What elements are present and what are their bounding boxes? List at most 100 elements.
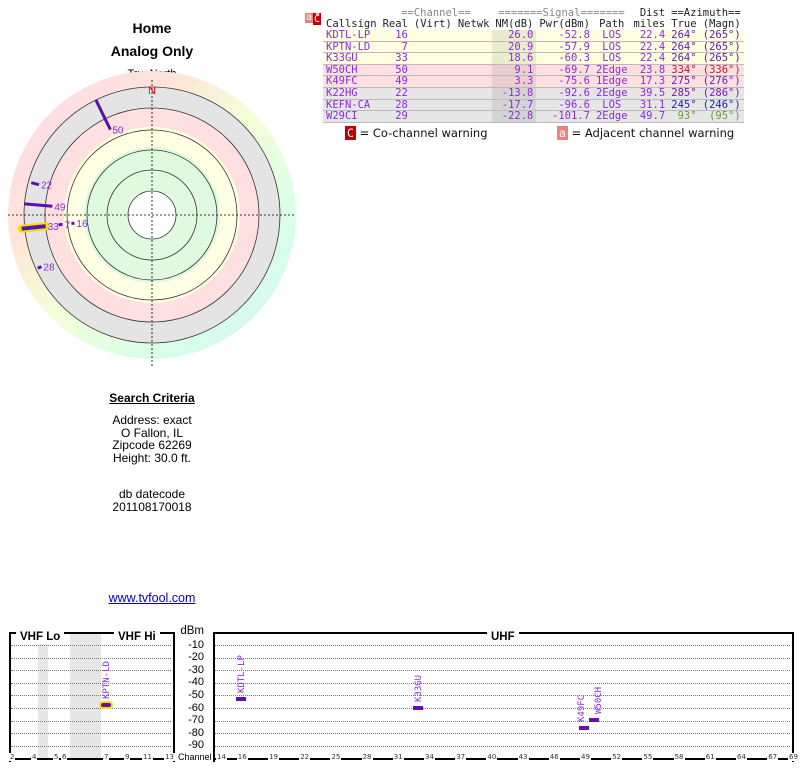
station-row[interactable]: KPTN-LD 7 20.9 -57.9 LOS 22.4 264° (265°) xyxy=(323,41,744,54)
signal-marker[interactable] xyxy=(101,703,111,708)
search-criteria-title: Search Criteria xyxy=(109,391,195,405)
cell-netwk xyxy=(454,30,493,42)
cell-az_magn: (95°) xyxy=(699,110,744,123)
gridline xyxy=(11,708,171,709)
y-tick-label: -90 xyxy=(188,739,204,752)
band-vhf-lo: VHF Lo xyxy=(16,631,65,644)
station-row[interactable]: K49FC 49 3.3 -75.6 1Edge 17.3 275° (276°) xyxy=(323,75,744,88)
adjacent-channel-label: = Adjacent channel warning xyxy=(571,126,735,140)
cell-netwk xyxy=(454,99,493,112)
signal-marker[interactable] xyxy=(235,696,246,701)
marker-label: KDTL-LP xyxy=(236,654,247,693)
radar-channel-label: 49 xyxy=(54,202,66,213)
cell-netwk xyxy=(454,41,493,54)
x-tick-label: 58 xyxy=(673,753,685,761)
station-row[interactable]: KDTL-LP 16 26.0 -52.8 LOS 22.4 264° (265°) xyxy=(323,30,744,42)
cell-real: 22 xyxy=(379,87,411,100)
cell-netwk xyxy=(454,52,493,65)
gridline xyxy=(11,733,171,735)
station-row[interactable]: W50CH 50 9.1 -69.7 2Edge 23.8 334° (336°) xyxy=(323,64,744,77)
search-address: Address: exact xyxy=(112,413,192,427)
x-tick-label: 11 xyxy=(142,753,153,761)
cell-pwr: -52.8 xyxy=(536,30,593,42)
y-tick-label: -50 xyxy=(188,688,204,701)
band-uhf: UHF xyxy=(487,631,519,644)
cell-nm: 3.3 xyxy=(492,75,537,88)
gridline xyxy=(215,682,790,684)
station-row[interactable]: K22HG 22 -13.8 -92.6 2Edge 39.5 285° (286°) xyxy=(323,87,744,100)
search-city: O Fallon, IL xyxy=(120,425,184,440)
cell-nm: -17.7 xyxy=(492,99,537,112)
adjacent-channel-legend: a = Adjacent channel warning xyxy=(557,126,735,140)
cell-az_true: 275° xyxy=(668,75,700,88)
x-tick-label: 13 xyxy=(164,753,175,761)
cell-callsign: KEFN-CA xyxy=(323,99,380,112)
cell-real: 33 xyxy=(379,52,411,65)
radar-signal-bar xyxy=(37,265,43,270)
cell-real: 28 xyxy=(379,99,411,112)
cell-virt xyxy=(410,99,455,112)
y-tick-label: -70 xyxy=(188,714,204,727)
cell-pwr: -96.6 xyxy=(536,99,593,112)
radar-channel-label: 7 xyxy=(64,220,70,231)
station-row[interactable]: K33GU 33 18.6 -60.3 LOS 22.4 264° (265°) xyxy=(323,52,744,65)
gridline xyxy=(11,720,171,722)
cell-path: LOS xyxy=(592,41,631,54)
cell-real: 29 xyxy=(379,110,411,123)
cell-path: LOS xyxy=(592,30,631,42)
cell-callsign: KDTL-LP xyxy=(323,30,380,42)
column-header: Callsign xyxy=(326,18,377,30)
radar-channel-label: 16 xyxy=(76,219,88,230)
cell-path: 2Edge xyxy=(592,110,631,123)
page-subtitle: Analog Only xyxy=(110,43,194,59)
cell-pwr: -69.7 xyxy=(536,64,593,77)
radar-signal-bar xyxy=(30,181,40,187)
gridline xyxy=(215,733,790,735)
y-tick-label: -80 xyxy=(188,726,204,739)
cell-real: 49 xyxy=(379,75,411,88)
x-tick-label: 5 xyxy=(53,753,60,761)
tvfool-link[interactable]: www.tvfool.com xyxy=(108,591,196,605)
column-header: Pwr(dBm) xyxy=(539,18,590,30)
cell-real: 7 xyxy=(379,41,411,54)
search-zipcode: Zipcode 62269 xyxy=(112,438,192,452)
co-channel-icon: C xyxy=(345,126,356,140)
station-row[interactable]: W29CI 29 -22.8 -101.7 2Edge 49.7 93° (95°) xyxy=(323,110,744,123)
cell-dist: 22.4 xyxy=(630,41,669,54)
cell-virt xyxy=(410,52,455,65)
cell-pwr: -92.6 xyxy=(536,87,593,100)
x-tick-label: 2 xyxy=(9,753,16,761)
x-tick-label: 34 xyxy=(424,753,435,761)
gridline xyxy=(215,645,790,646)
cell-virt xyxy=(410,87,455,100)
station-row[interactable]: KEFN-CA 28 -17.7 -96.6 LOS 31.1 245° (246°) xyxy=(323,99,744,112)
signal-marker[interactable] xyxy=(589,718,600,723)
x-tick-label: 37 xyxy=(455,753,467,761)
cell-az_true: 264° xyxy=(668,52,700,65)
column-header: miles xyxy=(633,18,666,30)
cell-dist: 23.8 xyxy=(630,64,669,77)
y-tick-label: -20 xyxy=(188,651,204,664)
signal-marker[interactable] xyxy=(579,725,589,730)
co-channel-warning-badge: C xyxy=(313,13,322,26)
cell-callsign: W50CH xyxy=(323,64,380,77)
x-tick-label: 16 xyxy=(236,753,248,761)
cell-path: 2Edge xyxy=(592,64,631,77)
cell-az_true: 264° xyxy=(668,41,700,54)
co-channel-legend: C = Co-channel warning xyxy=(345,126,488,140)
cell-callsign: W29CI xyxy=(323,110,380,123)
radar-signal-bar xyxy=(24,202,53,208)
x-tick-label: 6 xyxy=(61,753,68,761)
x-tick-label: 52 xyxy=(611,753,623,761)
cell-dist: 39.5 xyxy=(630,87,669,100)
signal-marker[interactable] xyxy=(412,706,423,711)
cell-dist: 22.4 xyxy=(630,52,669,65)
cell-az_magn: (276°) xyxy=(699,75,744,88)
y-tick-label: -60 xyxy=(188,701,204,714)
cell-path: LOS xyxy=(592,99,631,112)
column-header: True xyxy=(671,18,697,30)
cell-az_true: 285° xyxy=(668,87,700,100)
cell-callsign: K49FC xyxy=(323,75,380,88)
search-height: Height: 30.0 ft. xyxy=(112,450,192,465)
